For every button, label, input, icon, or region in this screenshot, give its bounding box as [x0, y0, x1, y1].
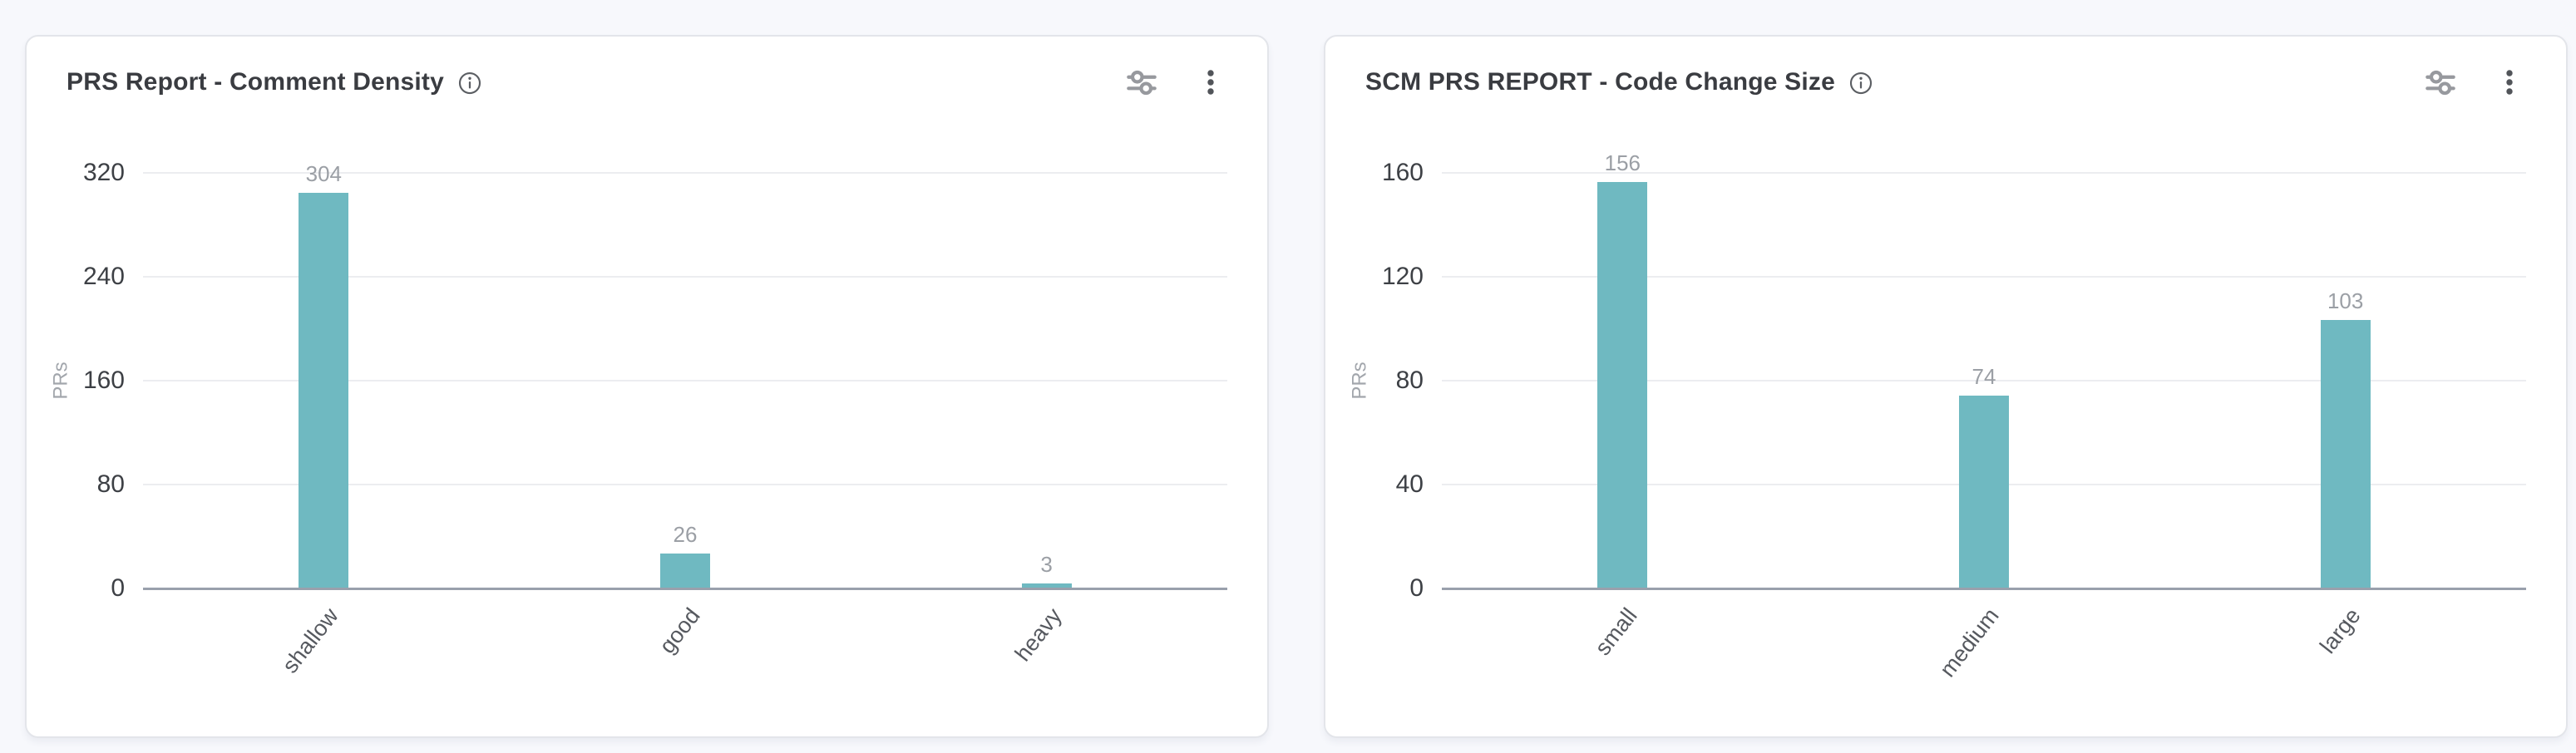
bar[interactable] — [1597, 182, 1648, 588]
bar[interactable] — [299, 193, 349, 588]
y-tick-label: 40 — [1395, 470, 1424, 498]
bar-value-label: 304 — [305, 161, 343, 186]
y-tick-label: 160 — [1381, 159, 1424, 186]
bar-chart-code-change-size: PRs 0 40 80 120 160 156 small 74 medium 103 large — [1325, 111, 2566, 736]
card-title: SCM PRS REPORT - Code Change Size — [1365, 68, 1835, 96]
y-tick-label: 240 — [82, 263, 125, 290]
kebab-menu-icon[interactable] — [2491, 64, 2528, 101]
x-category-label: medium — [1934, 603, 2004, 682]
x-category-label: small — [1590, 603, 1642, 661]
bar-value-label: 3 — [1040, 552, 1053, 577]
kebab-menu-icon[interactable] — [1192, 64, 1229, 101]
axis-baseline — [143, 588, 1227, 590]
bar-value-label: 156 — [1604, 150, 1641, 175]
x-category-label: heavy — [1009, 603, 1067, 667]
card-code-change-size: SCM PRS REPORT - Code Change Size — [1324, 35, 2568, 738]
grid-line — [1442, 276, 2526, 278]
x-category-label: good — [654, 603, 705, 658]
card-toolbar — [1123, 63, 1229, 101]
y-tick-label: 80 — [96, 470, 125, 498]
y-tick-label: 160 — [82, 367, 125, 394]
card-comment-density: PRS Report - Comment Density — [25, 35, 1269, 738]
plot-area: 304 shallow 26 good 3 heavy — [143, 161, 1227, 677]
y-tick-label: 120 — [1381, 263, 1424, 290]
x-category-label: large — [2314, 603, 2366, 658]
bar[interactable] — [660, 554, 710, 588]
y-tick-label: 80 — [1395, 367, 1424, 394]
card-title-wrap: PRS Report - Comment Density — [67, 68, 482, 96]
bar[interactable] — [1021, 583, 1072, 588]
y-tick-label: 0 — [1409, 574, 1424, 602]
grid-line — [1442, 380, 2526, 381]
y-tick-label: 0 — [111, 574, 125, 602]
card-title: PRS Report - Comment Density — [67, 68, 444, 96]
grid-line — [1442, 172, 2526, 174]
card-header: SCM PRS REPORT - Code Change Size — [1325, 37, 2566, 101]
filter-sliders-icon[interactable] — [1123, 63, 1161, 101]
card-toolbar — [2421, 63, 2528, 101]
grid-line — [143, 172, 1227, 174]
info-icon[interactable] — [1848, 71, 1873, 96]
bar-value-label: 26 — [673, 522, 698, 547]
axis-baseline — [1442, 588, 2526, 590]
bar[interactable] — [2320, 320, 2371, 588]
grid-line — [143, 484, 1227, 485]
bar-value-label: 103 — [2327, 288, 2364, 313]
x-category-label: shallow — [277, 603, 343, 678]
plot-area: 156 small 74 medium 103 large — [1442, 150, 2526, 682]
grid-line — [143, 276, 1227, 278]
bar[interactable] — [1959, 396, 2009, 588]
bar-value-label: 74 — [1971, 364, 1996, 389]
y-tick-label: 320 — [82, 159, 125, 186]
card-title-wrap: SCM PRS REPORT - Code Change Size — [1365, 68, 1873, 96]
card-header: PRS Report - Comment Density — [27, 37, 1267, 101]
y-axis-ticks: 0 80 160 240 320 — [27, 111, 125, 736]
grid-line — [143, 380, 1227, 381]
filter-sliders-icon[interactable] — [2421, 63, 2460, 101]
y-axis-ticks: 0 40 80 120 160 — [1325, 111, 1424, 736]
info-icon[interactable] — [457, 71, 482, 96]
bar-chart-comment-density: PRs 0 80 160 240 320 304 shallow 26 good 3 heavy — [27, 111, 1267, 736]
